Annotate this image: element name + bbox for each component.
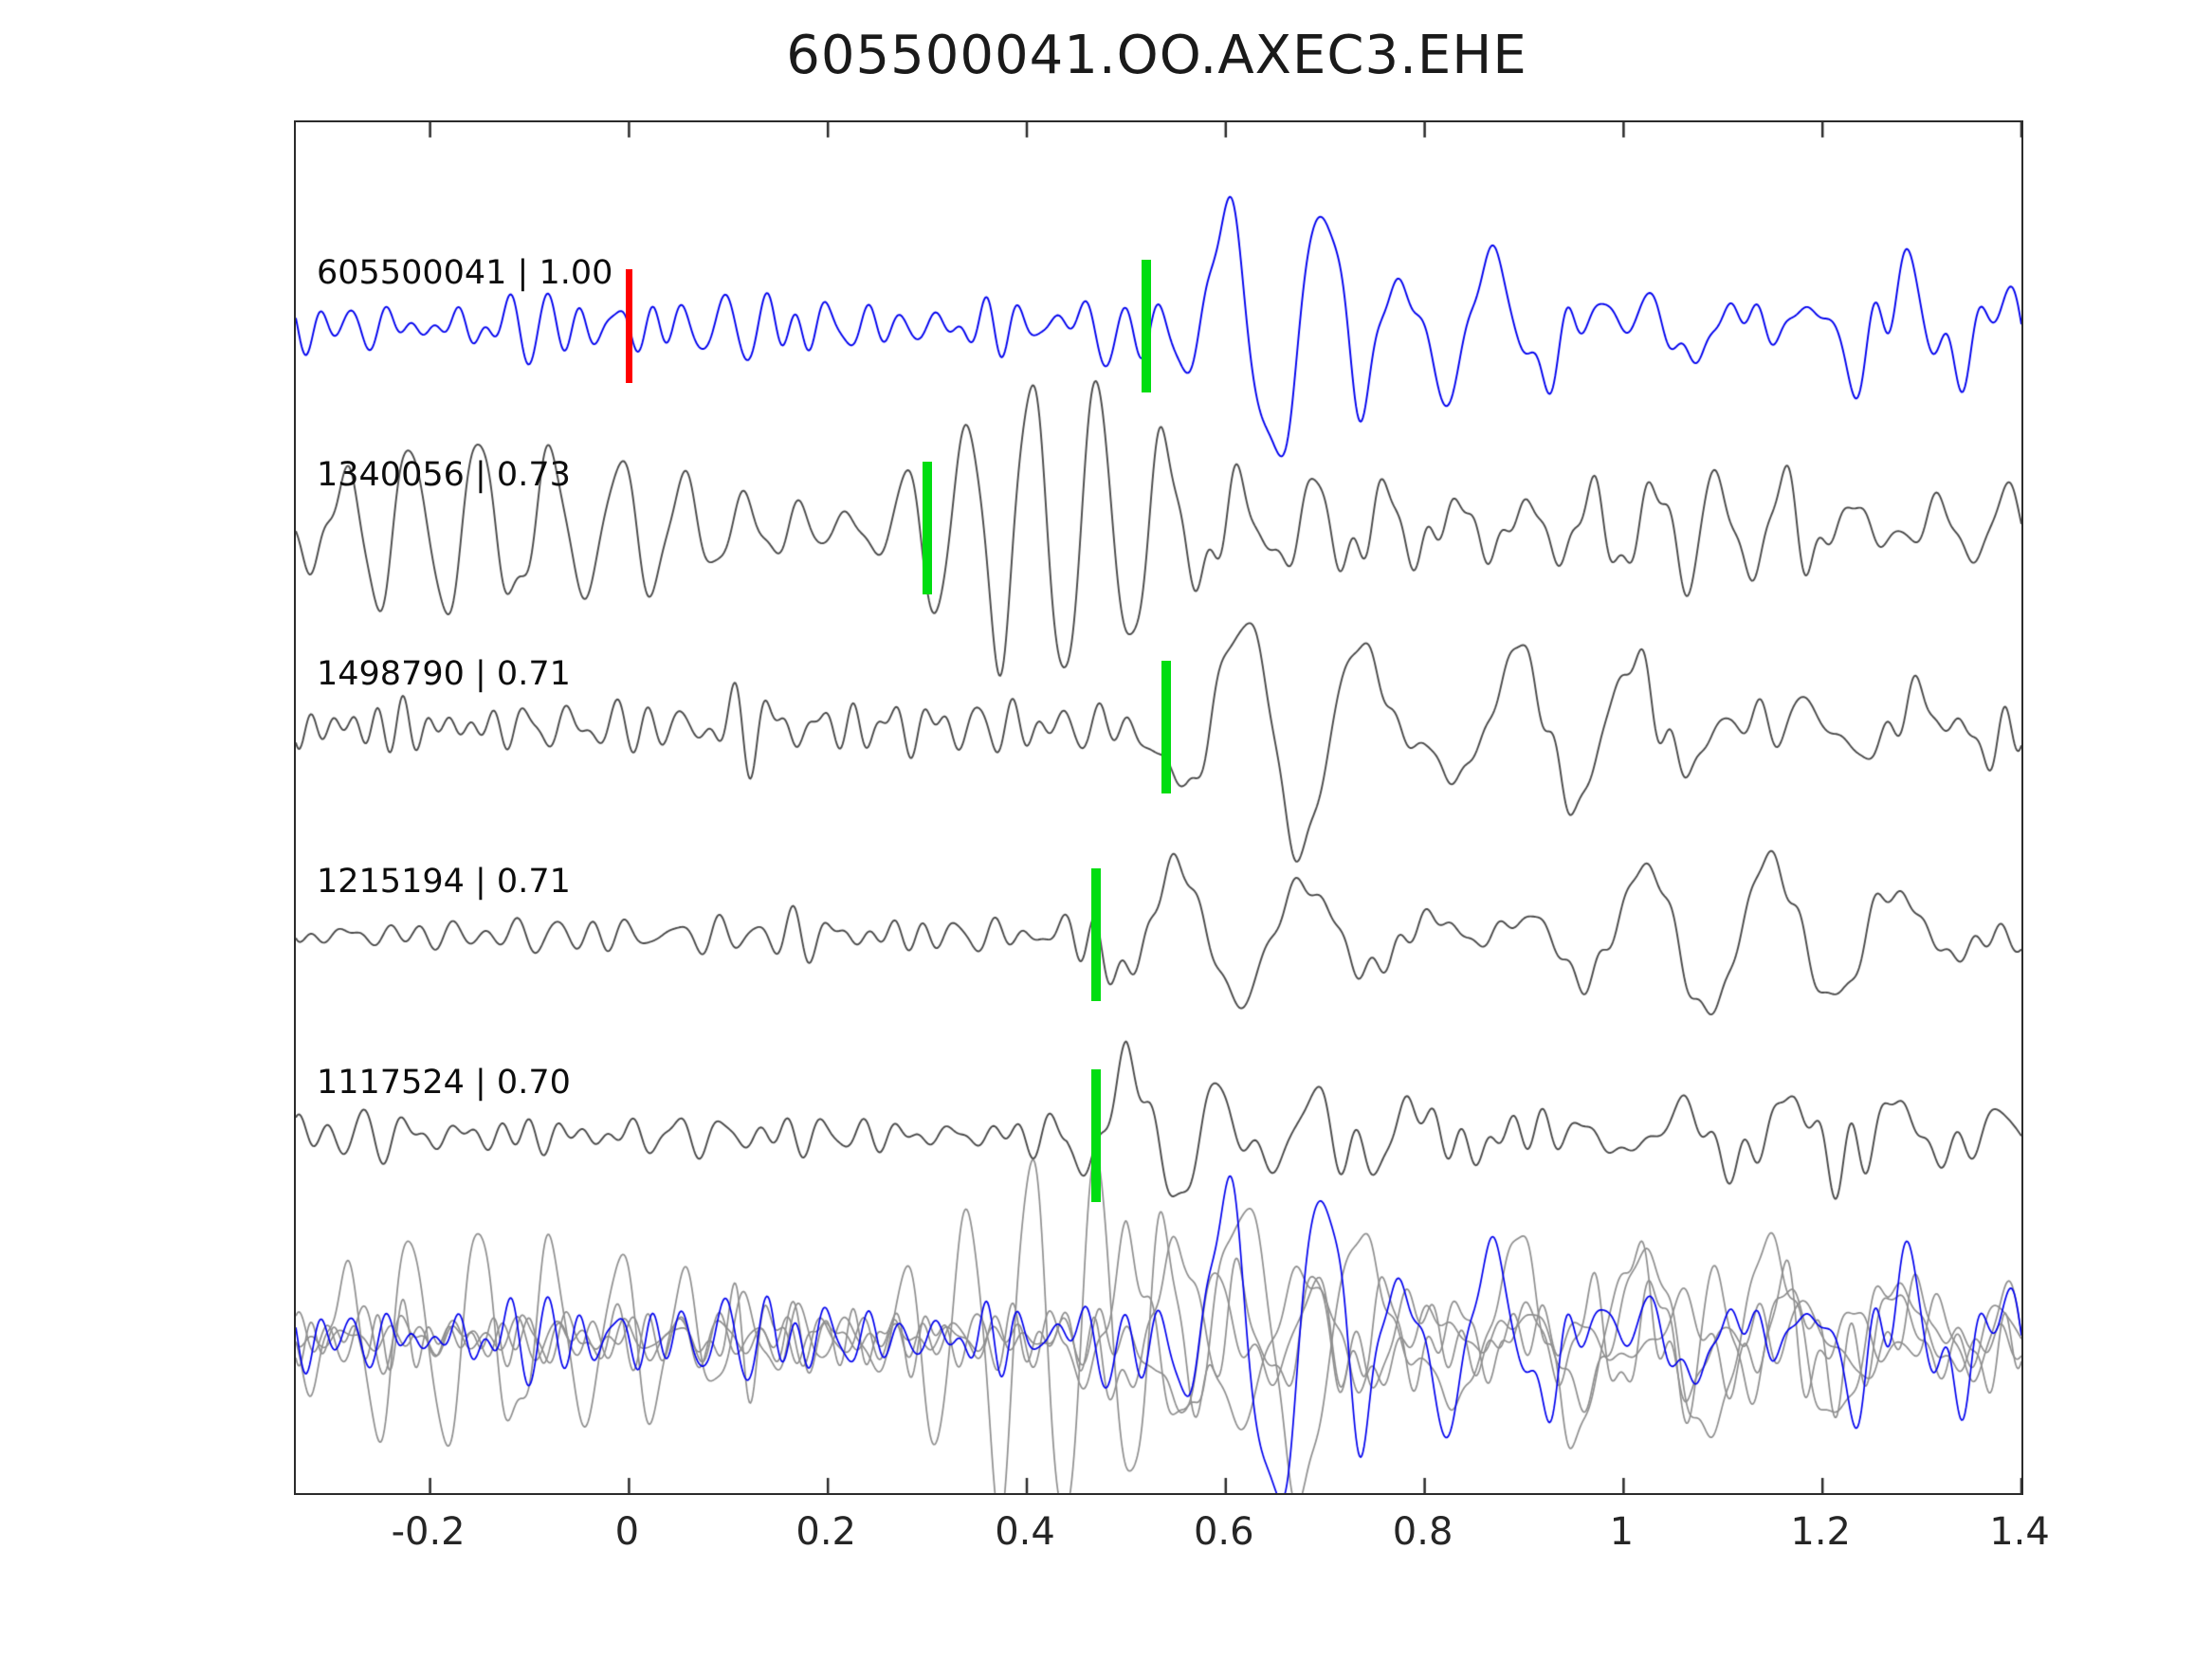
x-tick-label: 0.8: [1392, 1510, 1453, 1554]
x-tick-label: 0.2: [795, 1510, 857, 1554]
trace-label: 1117524 | 0.70: [317, 1063, 571, 1102]
pick-marker: [1141, 260, 1151, 393]
chart-title: 605500041.OO.AXEC3.EHE: [786, 25, 1527, 86]
pick-marker: [1161, 660, 1171, 793]
x-tick-label: 1: [1609, 1510, 1635, 1554]
x-tick-label: 0.4: [995, 1510, 1055, 1554]
trace-label: 1215194 | 0.71: [317, 863, 571, 902]
trace-label: 605500041 | 1.00: [317, 254, 613, 293]
x-tick-label: -0.2: [391, 1510, 466, 1554]
waveform-canvas: [296, 122, 2021, 1493]
x-tick-label: 1.2: [1790, 1510, 1851, 1554]
pick-marker: [1091, 1068, 1102, 1202]
plot-area: 605500041 | 1.00 1340056 | 0.73 1498790 | …: [294, 120, 2023, 1495]
x-tick-label: 0.6: [1193, 1510, 1254, 1554]
pick-marker: [923, 462, 933, 595]
x-tick-label: 0: [614, 1510, 640, 1554]
pick-marker: [1091, 868, 1102, 1002]
x-tick-label: 1.4: [1989, 1510, 2050, 1554]
trace-label: 1340056 | 0.73: [317, 456, 571, 495]
origin-marker: [625, 269, 632, 384]
trace-label: 1498790 | 0.71: [317, 654, 571, 693]
